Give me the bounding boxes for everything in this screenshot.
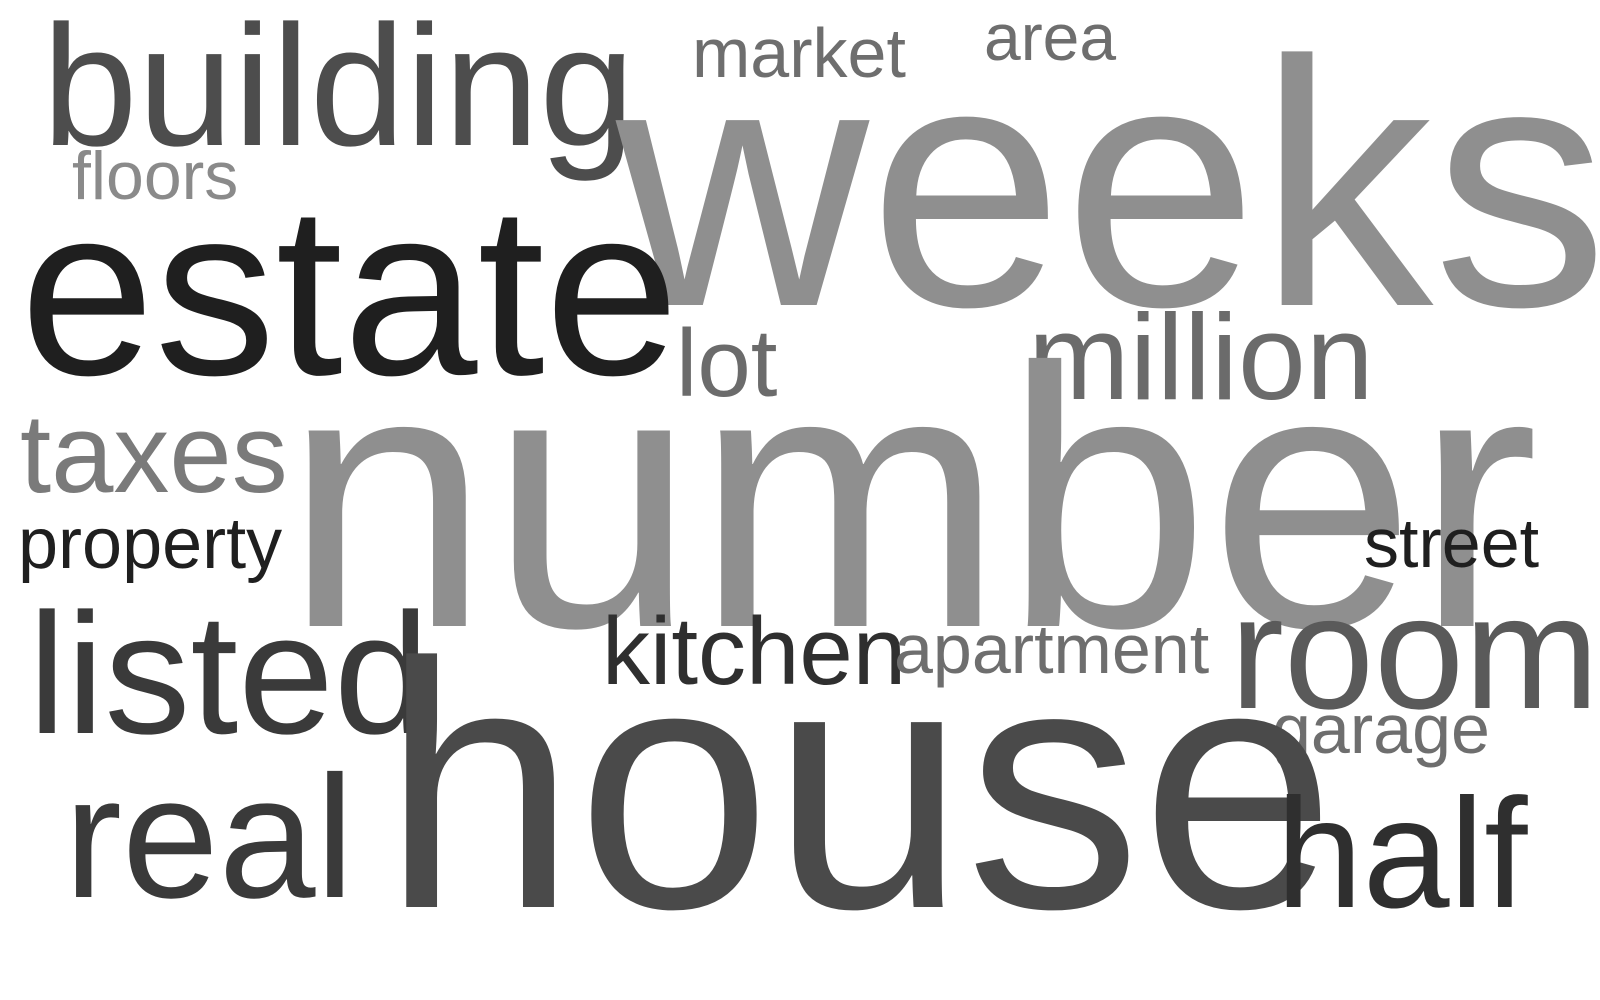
- word-million: million: [1028, 289, 1374, 425]
- word-house: house: [382, 591, 1336, 982]
- word-listed: listed: [28, 578, 430, 770]
- word-weeks: weeks: [616, 0, 1600, 380]
- word-property: property: [18, 504, 283, 584]
- word-garage: garage: [1272, 690, 1490, 768]
- word-building: building: [42, 0, 635, 182]
- word-estate: estate: [20, 156, 680, 426]
- word-taxes: taxes: [20, 391, 288, 516]
- word-half: half: [1276, 767, 1528, 941]
- word-street: street: [1364, 504, 1540, 582]
- word-room: room: [1230, 562, 1600, 743]
- word-market: market: [692, 14, 906, 92]
- word-lot: lot: [676, 310, 778, 417]
- word-kitchen: kitchen: [602, 598, 907, 705]
- word-area: area: [984, 0, 1117, 74]
- word-real: real: [64, 739, 355, 934]
- word-apartment: apartment: [894, 610, 1210, 688]
- word-number: number: [284, 292, 1539, 705]
- word-floors: floors: [72, 138, 239, 214]
